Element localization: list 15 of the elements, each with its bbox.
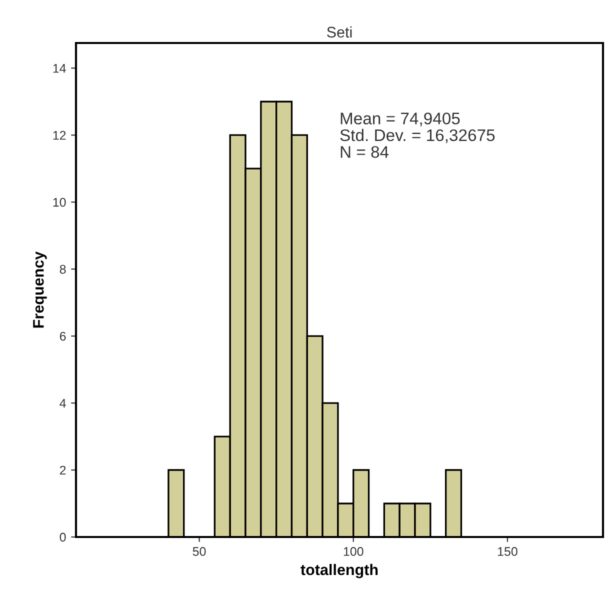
chart-title: Seti [327, 26, 352, 38]
y-tick-label: 6 [60, 332, 66, 341]
y-tick-label: 8 [60, 264, 66, 274]
x-tick-label: 50 [192, 547, 206, 556]
y-tick-label: 2 [60, 466, 66, 475]
annotation: Mean = 74,9405 Std. Dev. = 16,32675 N = 84 [340, 112, 495, 158]
x-tick-label: 100 [344, 547, 364, 556]
y-tick-label: 14 [53, 64, 66, 73]
y-axis-title: Frequency [33, 251, 47, 328]
y-tick-label: 10 [53, 198, 66, 207]
y-tick-label: 0 [60, 532, 66, 542]
y-tick-label: 12 [53, 130, 66, 140]
x-axis-title: totallength [300, 564, 378, 578]
y-tick-label: 4 [60, 398, 66, 408]
x-tick-label: 150 [498, 547, 518, 556]
